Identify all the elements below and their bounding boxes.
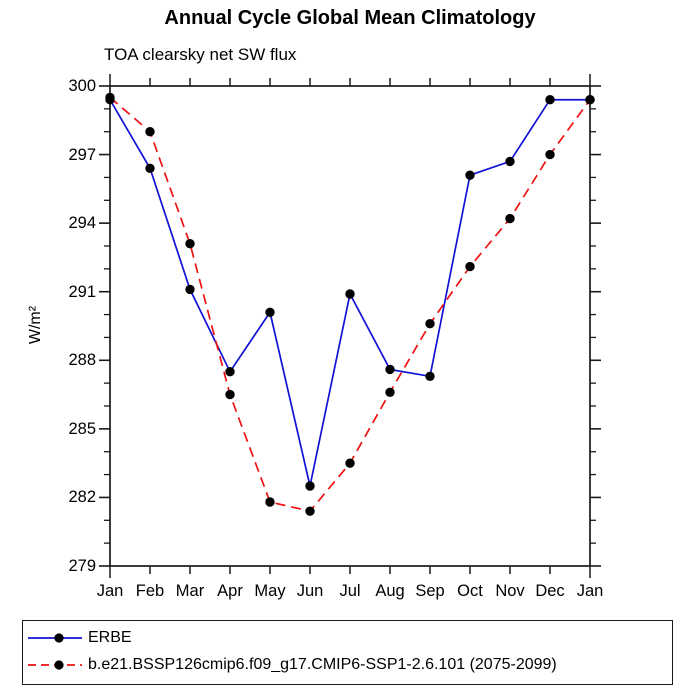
series-line-1 (109, 96, 591, 513)
x-tick-label-11-Dec: Dec (535, 582, 565, 600)
x-tick-label-1-Feb: Feb (135, 582, 165, 600)
legend-marker-1 (54, 659, 64, 670)
data-point-1-Apr (225, 389, 235, 400)
legend-label-model: b.e21.BSSP126cmip6.f09_g17.CMIP6-SSP1-2.… (88, 655, 557, 673)
data-point-0-May (265, 307, 275, 317)
data-point-1-Jan (105, 92, 115, 103)
y-tick-label-300: 300 (68, 77, 96, 95)
x-tick-label-7-Aug: Aug (375, 582, 405, 600)
data-point-0-Sep (425, 371, 435, 381)
data-point-1-Mar (185, 239, 195, 249)
legend-entry-model: b.e21.BSSP126cmip6.f09_g17.CMIP6-SSP1-2.… (26, 651, 557, 678)
x-tick-label-0-Jan: Jan (96, 582, 124, 600)
data-point-0-Jul (345, 289, 355, 299)
x-tick-label-8-Sep: Sep (415, 582, 445, 600)
legend-label-erbe: ERBE (88, 628, 132, 646)
x-tick-label-6-Jul: Jul (339, 582, 361, 600)
data-point-0-Dec (545, 95, 555, 105)
x-tick-label-10-Nov: Nov (495, 582, 525, 600)
x-tick-label-3-Apr: Apr (217, 582, 243, 600)
axis-frame (109, 85, 591, 567)
x-tick-label-12-Jan: Jan (576, 582, 604, 600)
chart-subtitle: TOA clearsky net SW flux (104, 45, 297, 64)
legend-entry-erbe: ERBE (26, 624, 132, 651)
data-point-1-Jan (585, 95, 595, 105)
data-point-1-Dec (545, 149, 555, 160)
y-tick-label-285: 285 (68, 419, 96, 438)
data-point-0-Mar (185, 284, 195, 295)
data-point-0-Jun (305, 481, 315, 491)
x-tick-label-5-Jun: Jun (296, 582, 324, 600)
data-point-1-Oct (465, 261, 475, 272)
data-point-0-Apr (225, 367, 235, 377)
data-point-1-Sep (425, 319, 435, 329)
y-tick-label-291: 291 (68, 282, 96, 301)
data-point-0-Nov (505, 156, 515, 167)
data-point-0-Feb (145, 163, 155, 173)
y-tick-label-297: 297 (68, 145, 96, 164)
x-tick-label-9-Oct: Oct (457, 582, 483, 600)
data-point-1-Jun (305, 506, 315, 516)
data-point-1-Nov (505, 213, 515, 224)
x-tick-label-4-May: May (254, 582, 286, 600)
y-tick-label-279: 279 (68, 557, 96, 575)
data-point-0-Oct (465, 170, 475, 180)
y-tick-label-294: 294 (68, 214, 96, 233)
data-point-1-Aug (385, 387, 395, 397)
data-point-1-May (265, 497, 275, 507)
legend-line-sample-1 (28, 659, 82, 670)
x-tick-label-2-Mar: Mar (175, 582, 205, 600)
legend-line-sample-0 (28, 632, 82, 643)
plot-area (99, 74, 601, 578)
data-point-0-Aug (385, 364, 395, 375)
legend-marker-0 (54, 632, 64, 643)
chart-title: Annual Cycle Global Mean Climatology (164, 7, 536, 29)
data-point-1-Feb (145, 127, 155, 137)
y-tick-label-282: 282 (68, 488, 96, 507)
y-tick-label-288: 288 (68, 351, 96, 370)
legend-box: ERBE b.e21.BSSP126cmip6.f09_g17.CMIP6-SS… (22, 620, 673, 685)
data-point-1-Jul (345, 458, 355, 468)
